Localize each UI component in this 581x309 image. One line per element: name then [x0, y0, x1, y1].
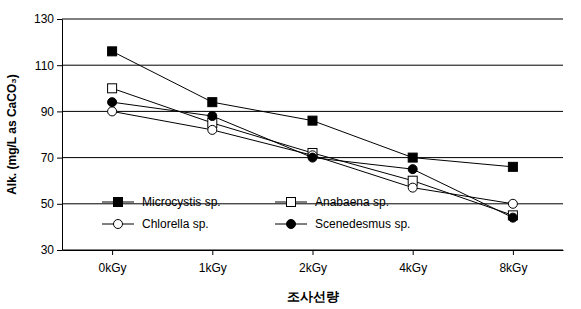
legend-marker — [114, 198, 123, 207]
x-tick: 4kGy — [399, 250, 427, 275]
data-point — [308, 153, 317, 162]
y-tick-label: 130 — [34, 12, 54, 26]
y-tick-mark — [57, 19, 62, 20]
x-tick-mark — [413, 250, 414, 255]
y-tick: 30 — [41, 243, 62, 257]
y-tick: 90 — [41, 105, 62, 119]
y-tick-label: 90 — [41, 105, 55, 119]
data-point — [308, 116, 317, 125]
x-tick-label: 0kGy — [99, 261, 127, 275]
data-point — [108, 98, 117, 107]
y-tick-label: 30 — [41, 243, 55, 257]
legend-item: Anabaena sp. — [275, 195, 389, 209]
legend-marker — [287, 198, 296, 207]
x-tick-label: 2kGy — [299, 261, 327, 275]
legend-marker — [287, 220, 296, 229]
data-point — [508, 162, 517, 171]
y-tick-mark — [57, 111, 62, 112]
x-tick-mark — [212, 250, 213, 255]
plot: 30 50 70 90 110 130 0kGy 1kGy 2kGy 4kGy 8kGy Microc… — [34, 12, 564, 275]
y-tick-label: 50 — [41, 197, 55, 211]
data-point — [108, 107, 117, 116]
legend-item: Scenedesmus sp. — [275, 217, 410, 231]
x-tick-mark — [513, 250, 514, 255]
x-axis: 0kGy 1kGy 2kGy 4kGy 8kGy — [63, 250, 564, 275]
grid-line — [62, 111, 563, 112]
y-tick-label: 110 — [35, 59, 54, 73]
x-tick-label: 8kGy — [499, 261, 527, 275]
y-tick-mark — [57, 250, 62, 251]
data-point — [208, 125, 217, 134]
y-axis: 30 50 70 90 110 130 — [34, 12, 63, 257]
x-tick: 2kGy — [299, 250, 327, 275]
data-point — [408, 165, 417, 174]
series-line — [112, 102, 513, 218]
y-tick-mark — [57, 204, 62, 205]
chart: 30 50 70 90 110 130 0kGy 1kGy 2kGy 4kGy 8kGy Microc… — [0, 0, 581, 309]
y-tick: 130 — [34, 12, 62, 26]
data-point — [108, 47, 117, 56]
grid-line — [62, 19, 563, 20]
legend-label: Scenedesmus sp. — [315, 217, 410, 231]
x-tick-mark — [313, 250, 314, 255]
legend-label: Chlorella sp. — [142, 217, 209, 231]
y-tick-mark — [57, 65, 62, 66]
x-tick: 0kGy — [99, 250, 127, 275]
legend-item: Microcystis sp. — [102, 195, 221, 209]
grid — [62, 19, 563, 250]
data-point — [408, 153, 417, 162]
legend-item: Chlorella sp. — [102, 217, 209, 231]
x-tick-label: 1kGy — [199, 261, 227, 275]
x-tick: 8kGy — [499, 250, 527, 275]
legend-marker — [114, 220, 123, 229]
x-tick-mark — [112, 250, 113, 255]
x-tick: 1kGy — [199, 250, 227, 275]
x-tick-label: 4kGy — [399, 261, 427, 275]
series-line — [112, 111, 513, 203]
x-axis-title: 조사선량 — [287, 289, 339, 304]
data-point — [208, 112, 217, 121]
data-point — [108, 84, 117, 93]
y-tick: 50 — [41, 197, 62, 211]
grid-line — [62, 65, 563, 66]
legend-label: Microcystis sp. — [142, 195, 221, 209]
data-point — [508, 213, 517, 222]
series-group — [108, 47, 518, 222]
grid-line — [62, 203, 563, 204]
series-line — [112, 88, 513, 215]
legend: Microcystis sp. Anabaena sp. Chlorella sp.… — [102, 195, 410, 231]
y-tick: 110 — [35, 59, 62, 73]
data-point — [508, 199, 517, 208]
y-axis-line — [62, 20, 63, 251]
y-tick: 70 — [41, 151, 62, 165]
y-tick-label: 70 — [41, 151, 55, 165]
data-point — [408, 183, 417, 192]
y-tick-mark — [57, 158, 62, 159]
y-axis-title: Alk. (mg/L as CaCO₃) — [5, 74, 19, 195]
data-point — [208, 98, 217, 107]
legend-label: Anabaena sp. — [315, 195, 389, 209]
